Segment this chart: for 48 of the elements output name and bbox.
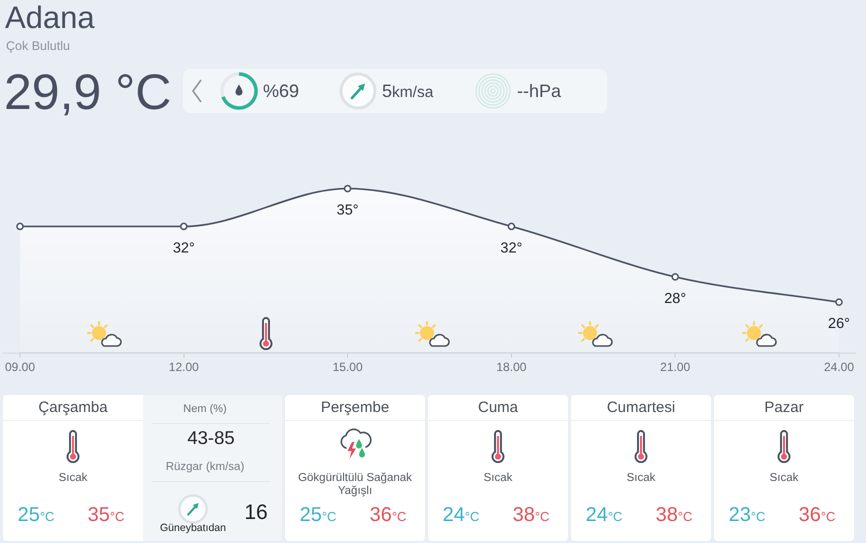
point [180,222,188,230]
x-tick-label: 15.00 [332,360,363,374]
point [344,184,352,192]
annotation: Nem (%) [182,402,228,417]
x-tick-label: 24.00 [824,360,854,374]
text: Cuma [476,398,519,418]
annotation: 36°C [370,504,406,526]
point [508,222,516,230]
annotation: 23°C [728,504,766,526]
data-label: 32° [500,240,522,256]
point [835,298,843,306]
text: --hPa [517,80,562,103]
annotation: Sıcak [768,472,800,485]
annotation: Sıcak [58,472,88,485]
text: Çok Bulutlu [6,39,70,53]
annotation: Güneybatıdan [160,522,226,534]
text: Pazar [763,398,805,418]
annotation: 24°C [442,504,480,526]
annotation: Gökgürültülü Sağanak Yağışlı [297,472,413,498]
annotation: Sıcak [626,472,656,485]
annotation: 16 [244,501,268,524]
annotation: 43-85 [186,426,236,450]
data-label: 32° [172,240,195,256]
text: Perşembe [320,398,390,418]
annotation: 36°C [798,504,836,526]
data-label: 26° [828,316,850,332]
text: Adana [5,0,95,35]
annotation: 38°C [512,504,550,526]
text: Çarşamba [37,398,109,418]
data-label: 28° [664,290,686,307]
point [16,222,24,230]
annotation: 25°C [18,504,54,526]
x-tick-label: 12.00 [168,360,200,374]
annotation: 25°C [300,504,336,526]
x-tick-label: 21.00 [660,360,691,374]
annotation: 35°C [88,504,124,526]
x-tick-label: 18.00 [496,360,527,374]
text: 5km/sa [382,81,434,101]
annotation: Rüzgar (km/sa) [164,460,246,475]
annotation: Sıcak [482,472,514,485]
annotation: 24°C [586,504,622,526]
point [671,273,679,281]
data-label: 35° [336,202,359,219]
text: 29,9 °C [4,64,172,120]
text: Cumartesi [606,398,676,418]
annotation: 38°C [656,504,692,526]
x-tick-label: 09.00 [4,360,36,374]
text: %69 [263,80,300,103]
